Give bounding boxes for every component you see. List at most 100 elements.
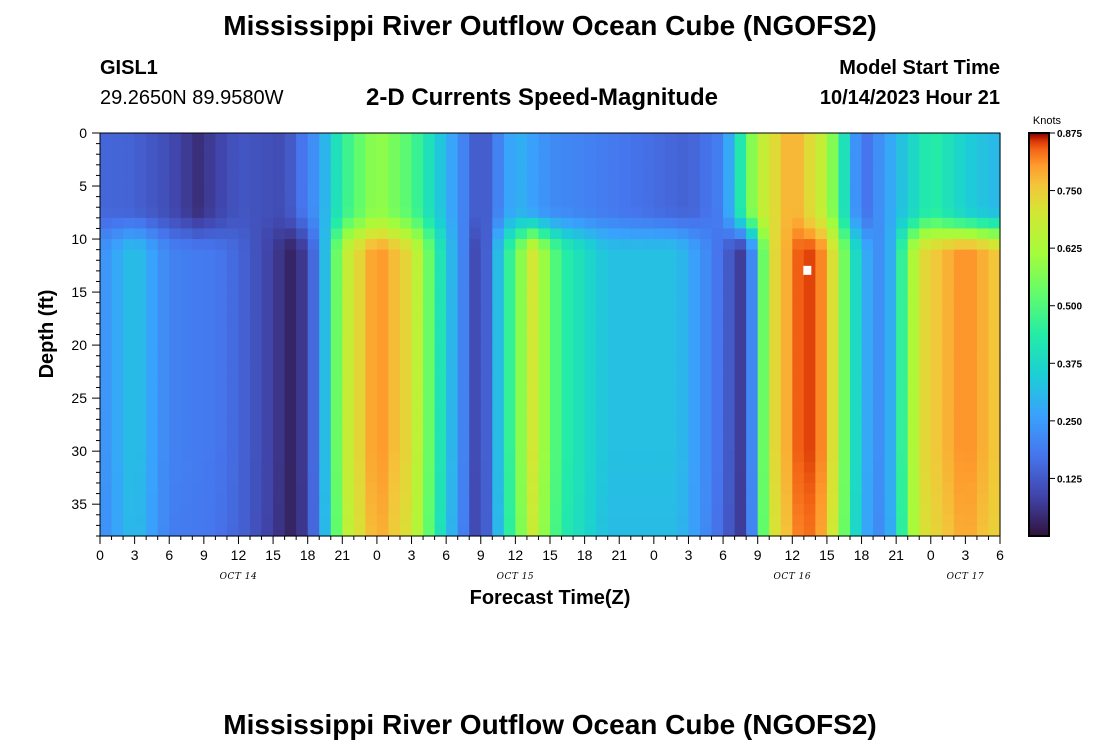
heatmap-cell xyxy=(561,387,574,399)
heatmap-cell xyxy=(861,270,874,283)
heatmap-cell xyxy=(861,472,874,484)
heatmap-cell xyxy=(884,493,897,505)
heatmap-cell xyxy=(850,440,863,452)
heatmap-cell xyxy=(642,260,655,272)
heatmap-cell xyxy=(607,270,620,283)
heatmap-cell xyxy=(226,355,240,367)
heatmap-cell xyxy=(457,493,470,505)
heatmap-cell xyxy=(503,313,516,325)
heatmap-cell xyxy=(884,196,897,208)
heatmap-cell xyxy=(896,355,909,367)
heatmap-cell xyxy=(250,207,263,219)
heatmap-cell xyxy=(296,323,309,336)
heatmap-cell xyxy=(319,313,332,325)
heatmap-cell xyxy=(111,249,124,261)
heatmap-cell xyxy=(203,429,216,442)
heatmap-cell xyxy=(226,504,240,516)
heatmap-cell xyxy=(296,281,309,293)
heatmap-cell xyxy=(434,249,447,261)
heatmap-cell xyxy=(526,302,540,314)
heatmap-cell xyxy=(469,387,482,399)
heatmap-cell xyxy=(100,323,113,336)
heatmap-cell xyxy=(850,143,863,155)
heatmap-cell xyxy=(492,207,505,219)
heatmap-cell xyxy=(423,482,436,495)
heatmap-cell xyxy=(261,260,274,272)
heatmap-cell xyxy=(850,313,863,325)
heatmap-cell xyxy=(734,186,747,198)
heatmap-cell xyxy=(203,302,216,314)
heatmap-cell xyxy=(480,270,493,283)
heatmap-cell xyxy=(469,313,482,325)
heatmap-cell xyxy=(365,376,378,389)
heatmap-cell xyxy=(238,451,251,463)
heatmap-cell xyxy=(284,366,297,378)
heatmap-cell xyxy=(515,429,528,442)
heatmap-cell xyxy=(319,164,332,177)
heatmap-cell xyxy=(792,514,805,526)
x-tick-label: 12 xyxy=(231,547,247,563)
heatmap-cell xyxy=(250,175,263,187)
heatmap-cell xyxy=(146,514,159,526)
heatmap-cell xyxy=(434,525,447,537)
heatmap-cell xyxy=(907,387,920,399)
heatmap-cell xyxy=(400,292,413,304)
heatmap-cell xyxy=(169,175,182,187)
heatmap-cell xyxy=(515,164,528,177)
heatmap-cell xyxy=(411,302,424,314)
heatmap-cell xyxy=(100,133,113,145)
heatmap-cell xyxy=(457,323,470,336)
heatmap-cell xyxy=(700,451,713,463)
heatmap-cell xyxy=(642,461,655,473)
heatmap-cell xyxy=(976,504,990,516)
heatmap-cell xyxy=(180,154,193,166)
heatmap-cell xyxy=(180,493,193,505)
heatmap-cell xyxy=(169,419,182,431)
heatmap-cell xyxy=(653,239,666,251)
heatmap-cell xyxy=(157,451,170,463)
heatmap-cell xyxy=(284,228,297,240)
heatmap-cell xyxy=(953,228,966,240)
heatmap-cells xyxy=(100,133,1001,537)
heatmap-cell xyxy=(665,398,678,410)
heatmap-cell xyxy=(411,175,424,187)
heatmap-cell xyxy=(953,133,966,145)
heatmap-cell xyxy=(319,482,332,495)
heatmap-cell xyxy=(965,292,978,304)
heatmap-cell xyxy=(930,281,943,293)
heatmap-cell xyxy=(307,323,320,336)
heatmap-cell xyxy=(665,472,678,484)
heatmap-cell xyxy=(930,207,943,219)
heatmap-cell xyxy=(180,249,193,261)
heatmap-cell xyxy=(653,217,666,230)
heatmap-cell xyxy=(803,239,816,251)
heatmap-cell xyxy=(607,313,620,325)
heatmap-cell xyxy=(988,429,1001,442)
heatmap-cell xyxy=(573,419,586,431)
heatmap-cell xyxy=(492,196,505,208)
heatmap-cell xyxy=(469,228,482,240)
heatmap-cell xyxy=(769,419,782,431)
heatmap-cell xyxy=(803,482,816,495)
heatmap-cell xyxy=(342,154,355,166)
heatmap-cell xyxy=(376,186,390,198)
heatmap-cell xyxy=(896,292,909,304)
heatmap-cell xyxy=(192,504,205,516)
heatmap-cell xyxy=(411,482,424,495)
heatmap-cell xyxy=(192,239,205,251)
heatmap-cell xyxy=(169,334,182,346)
heatmap-cell xyxy=(757,504,770,516)
heatmap-cell xyxy=(907,292,920,304)
heatmap-cell xyxy=(757,270,770,283)
heatmap-cell xyxy=(469,451,482,463)
heatmap-cell xyxy=(665,281,678,293)
heatmap-cell xyxy=(550,408,563,420)
heatmap-cell xyxy=(873,323,886,336)
heatmap-cell xyxy=(815,239,828,251)
heatmap-cell xyxy=(134,217,147,230)
heatmap-cell xyxy=(261,154,274,166)
heatmap-cell xyxy=(642,451,655,463)
heatmap-cell xyxy=(803,514,816,526)
heatmap-cell xyxy=(365,186,378,198)
heatmap-cell xyxy=(861,228,874,240)
